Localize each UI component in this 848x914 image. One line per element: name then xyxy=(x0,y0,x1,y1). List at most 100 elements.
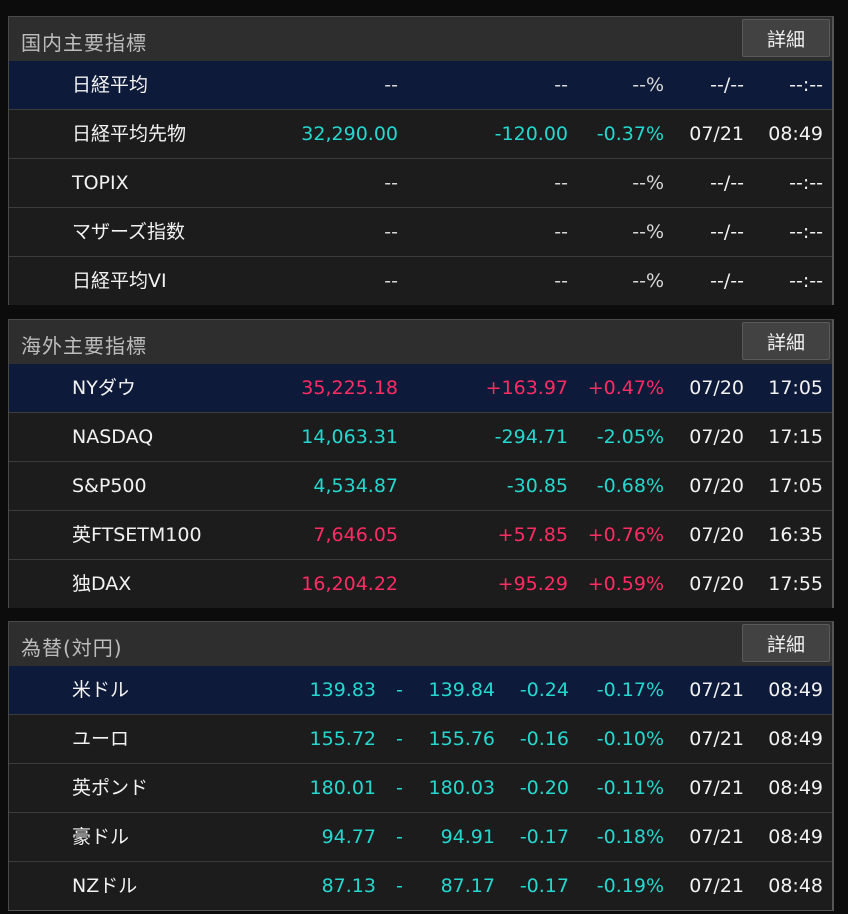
price-change: -120.00 xyxy=(494,123,568,145)
table-row[interactable]: 米ドル 139.83- 139.84 -0.24 -0.17% 07/21 08:49 xyxy=(9,666,832,715)
table-row[interactable]: 独DAX 16,204.22 +95.29 +0.59% 07/20 17:55 xyxy=(9,560,832,608)
panel-title: 国内主要指標 xyxy=(21,31,147,55)
price-change: -0.17 xyxy=(519,875,569,897)
bid-ask-separator: - xyxy=(396,679,403,701)
ask-price: 155.76 xyxy=(428,728,495,750)
bid-price: 94.77 xyxy=(321,826,376,848)
instrument-name: 日経平均 xyxy=(72,74,149,96)
update-date: 07/21 xyxy=(689,875,744,897)
price-change: +57.85 xyxy=(497,524,568,546)
price-change: +95.29 xyxy=(497,573,568,595)
panel-header: 国内主要指標 詳細 xyxy=(9,17,832,61)
instrument-name: 独DAX xyxy=(72,573,132,595)
update-time: 17:15 xyxy=(768,426,823,448)
bid-price: 139.83 xyxy=(309,679,376,701)
change-percent: --% xyxy=(632,221,664,243)
table-row[interactable]: マザーズ指数 -- -- --% --/-- --:-- xyxy=(9,208,832,257)
ask-price: 94.91 xyxy=(440,826,495,848)
ask-price: 87.17 xyxy=(440,875,495,897)
change-percent: -0.11% xyxy=(596,777,664,799)
index-list: NYダウ 35,225.18 +163.97 +0.47% 07/20 17:05 NASD… xyxy=(9,364,832,608)
price-change: -0.20 xyxy=(519,777,569,799)
price-change: -- xyxy=(554,270,568,292)
instrument-name: マザーズ指数 xyxy=(72,221,186,243)
update-time: 08:49 xyxy=(768,777,823,799)
update-date: 07/20 xyxy=(689,573,744,595)
currency-name: ユーロ xyxy=(72,728,130,750)
price-value: -- xyxy=(384,172,398,194)
update-time: 17:55 xyxy=(768,573,823,595)
update-date: 07/21 xyxy=(689,728,744,750)
instrument-name: 日経平均先物 xyxy=(72,123,187,145)
currency-list: 米ドル 139.83-139.84 -0.24 -0.17% 07/21 08:49 ユーロ… xyxy=(9,666,832,910)
currency-name: 米ドル xyxy=(72,679,130,701)
update-time: --:-- xyxy=(789,221,823,243)
bid-price: 180.01 xyxy=(309,777,376,799)
update-date: 07/20 xyxy=(689,524,744,546)
change-percent: -2.05% xyxy=(596,426,664,448)
update-time: 16:35 xyxy=(768,524,823,546)
table-row[interactable]: 英FTSETM100 7,646.05 +57.85 +0.76% 07/20 16:35 xyxy=(9,511,832,560)
update-time: --:-- xyxy=(789,172,823,194)
bid-ask-separator: - xyxy=(396,777,403,799)
change-percent: -0.18% xyxy=(596,826,664,848)
panel-title: 海外主要指標 xyxy=(21,334,147,358)
detail-button[interactable]: 詳細 xyxy=(742,624,830,662)
price-change: -- xyxy=(554,221,568,243)
bid-ask-separator: - xyxy=(396,728,403,750)
table-row[interactable]: 日経平均先物 32,290.00 -120.00 -0.37% 07/21 08:49 xyxy=(9,110,832,159)
update-date: 07/20 xyxy=(689,377,744,399)
table-row[interactable]: NZドル 87.13- 87.17 -0.17 -0.19% 07/21 08:48 xyxy=(9,862,832,910)
update-date: 07/21 xyxy=(689,826,744,848)
price-change: -- xyxy=(554,172,568,194)
currency-name: NZドル xyxy=(72,875,138,897)
update-date: --/-- xyxy=(710,221,744,243)
price-value: 4,534.87 xyxy=(313,475,398,497)
overseas-indices-panel: 海外主要指標 詳細 NYダウ 35,225.18 +163.97 +0.47% 07/2… xyxy=(8,319,834,608)
update-date: --/-- xyxy=(710,270,744,292)
table-row[interactable]: ユーロ 155.72- 155.76 -0.16 -0.10% 07/21 08:49 xyxy=(9,715,832,764)
bid-price: 155.72 xyxy=(309,728,376,750)
fx-rates-panel: 為替(対円) 詳細 米ドル 139.83-139.84 -0.24 -0.17% 07/… xyxy=(8,621,834,911)
update-date: 07/21 xyxy=(689,777,744,799)
table-row[interactable]: NASDAQ 14,063.31 -294.71 -2.05% 07/20 17:15 xyxy=(9,413,832,462)
price-change: -0.24 xyxy=(519,679,569,701)
change-percent: -0.19% xyxy=(596,875,664,897)
price-value: -- xyxy=(384,74,398,96)
price-value: 14,063.31 xyxy=(301,426,398,448)
price-change: -- xyxy=(554,74,568,96)
change-percent: --% xyxy=(632,172,664,194)
detail-button[interactable]: 詳細 xyxy=(742,322,830,360)
bid-ask-separator: - xyxy=(396,875,403,897)
detail-button[interactable]: 詳細 xyxy=(742,19,830,57)
ask-price: 180.03 xyxy=(428,777,495,799)
table-row[interactable]: S&P500 4,534.87 -30.85 -0.68% 07/20 17:05 xyxy=(9,462,832,511)
update-time: 08:49 xyxy=(768,728,823,750)
price-change: -294.71 xyxy=(494,426,568,448)
bid-price: 87.13 xyxy=(321,875,376,897)
table-row[interactable]: 日経平均VI -- -- --% --/-- --:-- xyxy=(9,257,832,305)
price-change: -30.85 xyxy=(506,475,568,497)
instrument-name: 英FTSETM100 xyxy=(72,524,202,546)
table-row[interactable]: 英ポンド 180.01- 180.03 -0.20 -0.11% 07/21 08:49 xyxy=(9,764,832,813)
table-row[interactable]: TOPIX -- -- --% --/-- --:-- xyxy=(9,159,832,208)
price-value: 32,290.00 xyxy=(301,123,398,145)
domestic-indices-panel: 国内主要指標 詳細 日経平均 -- -- --% --/-- --:-- 日経平均先物 32,… xyxy=(8,16,834,305)
update-date: 07/21 xyxy=(689,123,744,145)
price-value: -- xyxy=(384,221,398,243)
table-row[interactable]: 日経平均 -- -- --% --/-- --:-- xyxy=(9,61,832,110)
bid-ask-separator: - xyxy=(396,826,403,848)
update-time: 08:48 xyxy=(768,875,823,897)
panel-title: 為替(対円) xyxy=(21,636,123,660)
panel-header: 海外主要指標 詳細 xyxy=(9,320,832,364)
update-date: 07/21 xyxy=(689,679,744,701)
ask-price: 139.84 xyxy=(428,679,495,701)
price-value: 16,204.22 xyxy=(301,573,398,595)
change-percent: --% xyxy=(632,74,664,96)
update-time: --:-- xyxy=(789,74,823,96)
instrument-name: TOPIX xyxy=(72,172,129,194)
table-row[interactable]: NYダウ 35,225.18 +163.97 +0.47% 07/20 17:05 xyxy=(9,364,832,413)
update-time: 08:49 xyxy=(768,123,823,145)
table-row[interactable]: 豪ドル 94.77- 94.91 -0.17 -0.18% 07/21 08:49 xyxy=(9,813,832,862)
currency-name: 豪ドル xyxy=(72,826,130,848)
